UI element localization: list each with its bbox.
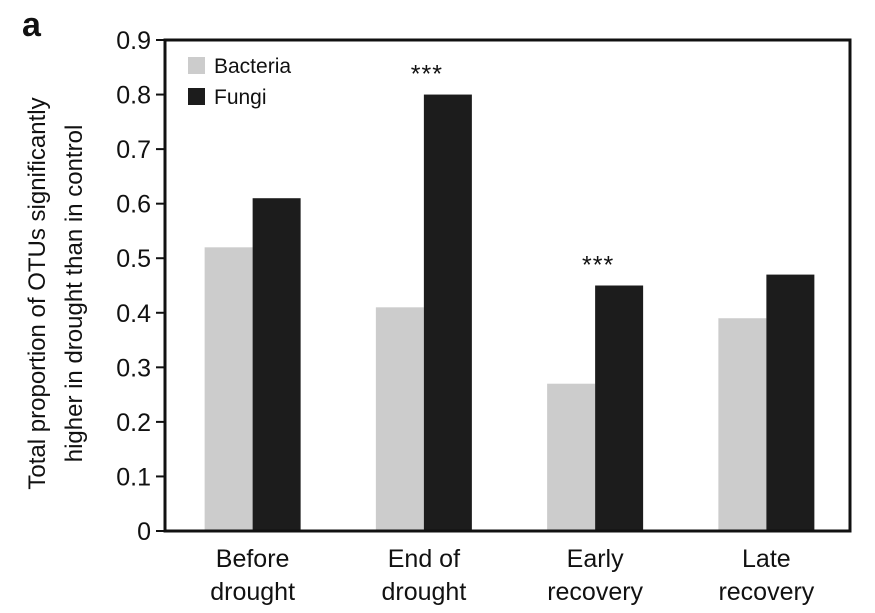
y-axis-label: Total proportion of OTUs significantly hi… <box>24 97 88 489</box>
x-category-label: Early <box>567 545 624 573</box>
x-category-label: End of <box>388 545 460 573</box>
bar-bacteria <box>547 383 596 531</box>
significance-marker: *** <box>411 61 443 89</box>
bars <box>204 94 815 532</box>
y-tick-label: 0.2 <box>116 409 151 437</box>
legend: Bacteria Fungi <box>188 55 291 109</box>
bar-bacteria <box>718 318 767 531</box>
bar-fungi <box>595 285 644 531</box>
legend-swatch-fungi <box>188 88 205 105</box>
x-axis-categories: Before drought End of drought Early recovery L… <box>210 545 815 606</box>
y-tick-label: 0.8 <box>116 82 151 110</box>
y-tick-label: 0.6 <box>116 191 151 219</box>
y-tick-label: 0.1 <box>116 463 151 491</box>
plot-frame <box>163 38 852 533</box>
y-tick-label: 0.7 <box>116 136 151 164</box>
y-tick-label: 0.5 <box>116 245 151 273</box>
y-tick-label: 0 <box>137 518 151 546</box>
bar-fungi <box>423 94 472 532</box>
bar-fungi <box>766 274 815 531</box>
bar-fungi <box>252 198 301 531</box>
x-category-label: drought <box>381 578 466 606</box>
legend-label: Fungi <box>214 86 267 109</box>
panel-label: a <box>22 6 42 44</box>
y-tick-label: 0.9 <box>116 27 151 55</box>
legend-label: Bacteria <box>214 55 291 78</box>
significance-marker: *** <box>582 252 614 280</box>
x-category-label: Before <box>216 545 290 573</box>
y-tick-label: 0.4 <box>116 300 151 328</box>
x-category-label: drought <box>210 578 295 606</box>
bar-bacteria <box>375 307 424 531</box>
bar-bacteria <box>204 247 253 532</box>
y-axis-label-line: higher in drought than in control <box>61 125 88 463</box>
y-axis-ticks: 0 0.1 0.2 0.3 0.4 0.5 0.6 0.7 0.8 0.9 <box>116 27 165 546</box>
y-axis-label-line: Total proportion of OTUs significantly <box>24 97 51 489</box>
significance-annotations: *** *** <box>411 61 614 280</box>
x-category-label: Late <box>742 545 791 573</box>
x-category-label: recovery <box>547 578 643 606</box>
legend-swatch-bacteria <box>188 57 205 74</box>
y-tick-label: 0.3 <box>116 354 151 382</box>
x-category-label: recovery <box>718 578 814 606</box>
